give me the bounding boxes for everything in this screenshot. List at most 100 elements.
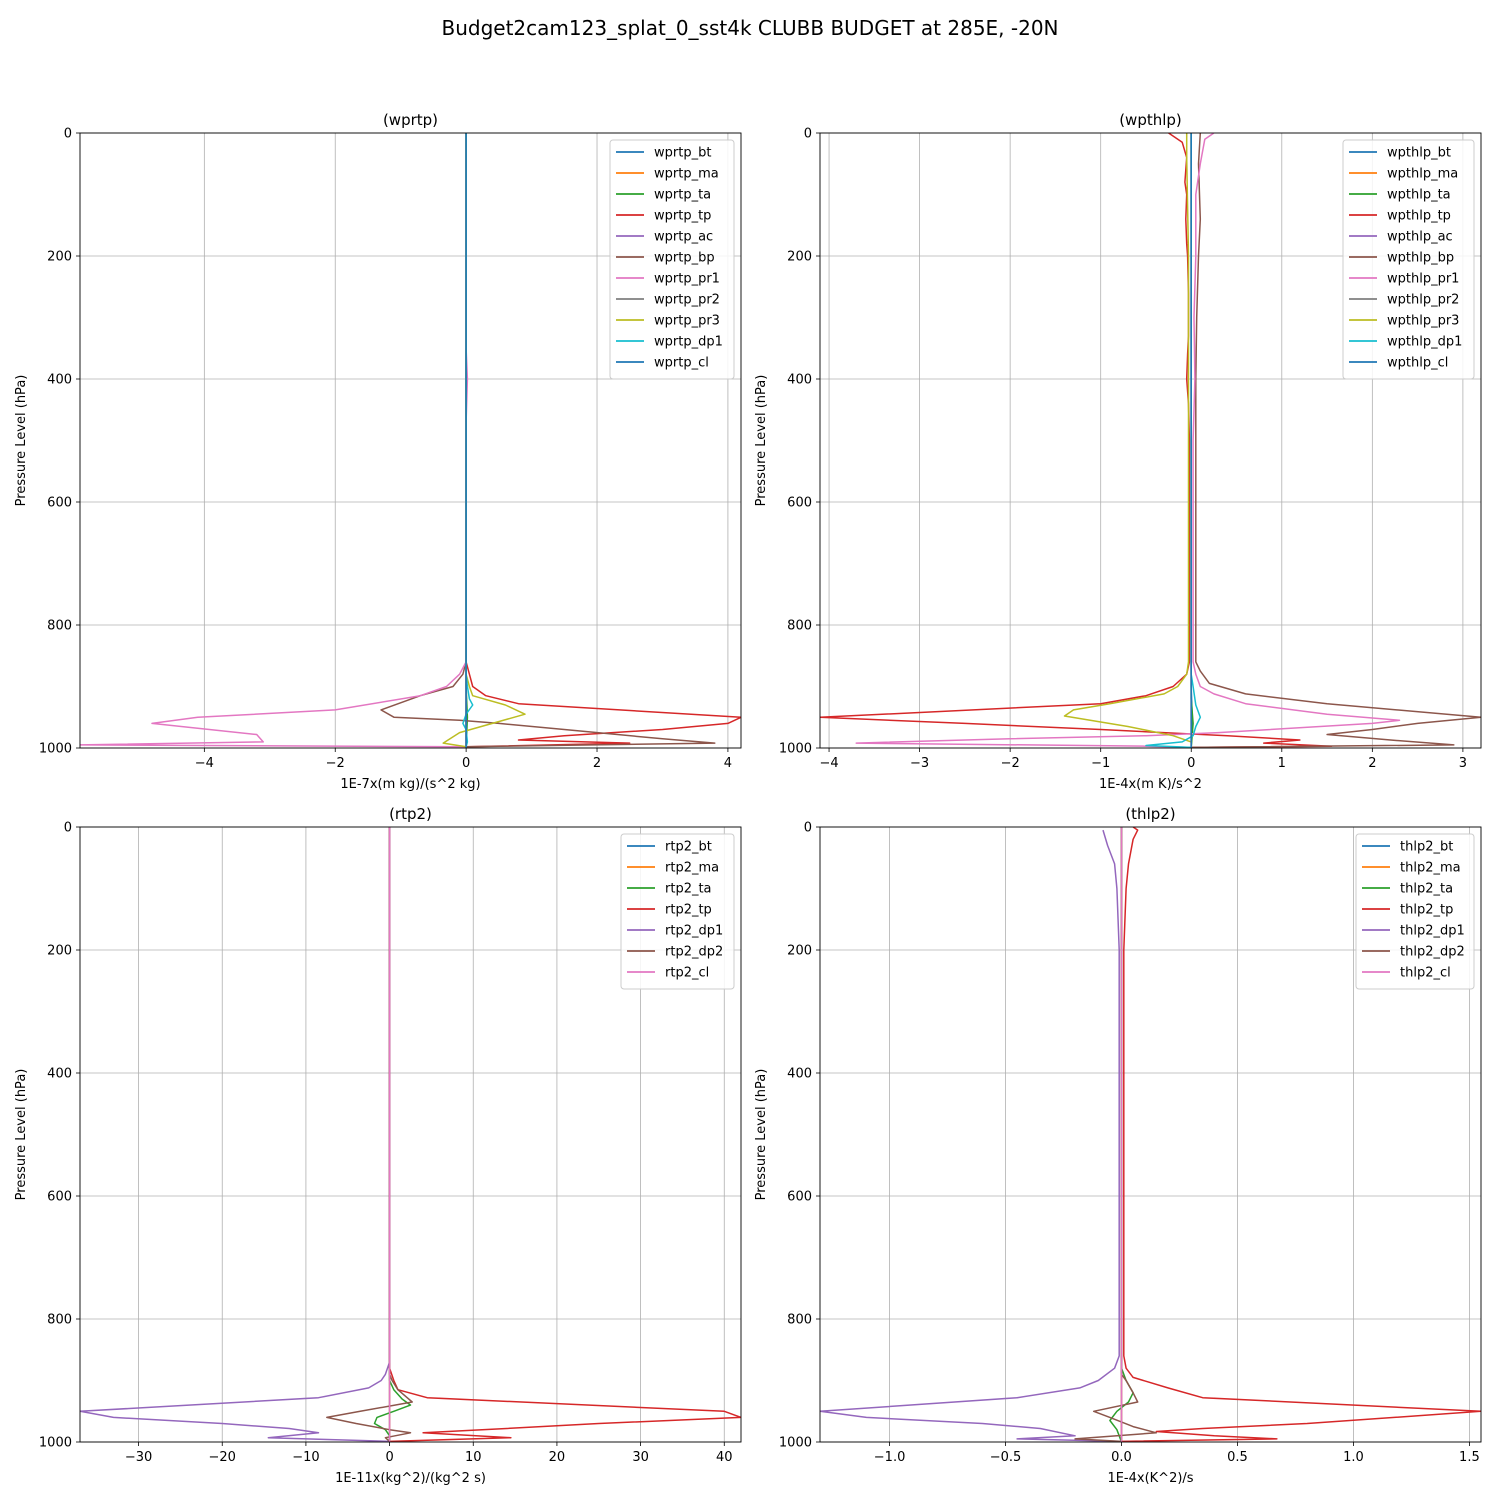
chart-3-xtick-label-1: −0.5: [990, 1450, 1022, 1465]
chart-2-xtick-label-2: −10: [292, 1450, 319, 1465]
chart-2-series-rtp2_ta: [373, 827, 412, 1442]
chart-1-frame: [819, 132, 1482, 749]
chart-1-xtick-label-0: −4: [819, 756, 838, 771]
chart-1-ytick-label-5: 1000: [779, 742, 812, 757]
chart-3-ytick-label-1: 200: [787, 944, 812, 959]
chart-2-xtick-label-7: 40: [716, 1450, 733, 1465]
chart-1-legend-label-10: wpthlp_cl: [1387, 356, 1448, 371]
chart-2-ytick-label-5: 1000: [39, 1436, 72, 1451]
chart-0-legend-label-8: wprtp_pr3: [654, 314, 720, 329]
chart-0-xtick-label-1: −2: [326, 756, 345, 771]
chart-2-ytick-label-2: 400: [47, 1067, 72, 1082]
chart-3-ytick-label-4: 800: [787, 1313, 812, 1328]
chart-1-legend-label-4: wpthlp_ac: [1387, 230, 1453, 245]
chart-0-legend-label-7: wprtp_pr2: [654, 293, 720, 308]
chart-1-series-wpthlp_bp: [1191, 133, 1481, 748]
chart-0-xtick-label-2: 0: [462, 756, 470, 771]
chart-0-series-wprtp_dp1: [462, 133, 474, 747]
chart-1-xtick-label-5: 1: [1278, 756, 1286, 771]
chart-2-frame: [79, 826, 742, 1443]
chart-3-ytick-label-5: 1000: [779, 1436, 812, 1451]
chart-0-ytick-label-0: 0: [64, 127, 72, 142]
chart-1-ytick-label-4: 800: [787, 619, 812, 634]
chart-0-ytick-label-2: 400: [47, 373, 72, 388]
chart-2-xtick-label-6: 30: [632, 1450, 649, 1465]
chart-2-xtick-label-4: 10: [465, 1450, 482, 1465]
chart-2-series-rtp2_dp2: [326, 827, 413, 1442]
chart-0-frame: [79, 132, 742, 749]
chart-3-series-thlp2_tp: [1121, 827, 1481, 1442]
chart-0-xtick-label-0: −4: [195, 756, 214, 771]
chart-1-legend-label-6: wpthlp_pr1: [1387, 272, 1459, 287]
chart-1-ytick-label-3: 600: [787, 496, 812, 511]
chart-2-legend-label-0: rtp2_bt: [665, 840, 712, 855]
chart-2-xtick-label-0: −30: [125, 1450, 152, 1465]
chart-0-ylabel: Pressure Level (hPa): [14, 375, 29, 507]
chart-0-xlabel: 1E-7x(m kg)/(s^2 kg): [340, 777, 480, 792]
chart-0-series-wprtp_ta: [465, 133, 469, 748]
chart-2-series-rtp2_dp1: [80, 827, 391, 1442]
chart-1-xtick-label-7: 3: [1459, 756, 1467, 771]
chart-1-legend-label-8: wpthlp_pr3: [1387, 314, 1459, 329]
chart-2-legend-label-3: rtp2_tp: [665, 903, 712, 918]
chart-2-legend-label-4: rtp2_dp1: [665, 924, 723, 939]
chart-1-legend-label-9: wpthlp_dp1: [1387, 335, 1462, 350]
chart-0-legend-label-1: wprtp_ma: [654, 167, 719, 182]
chart-3-title: (thlp2): [1125, 805, 1175, 823]
chart-1-series-wpthlp_pr1: [855, 133, 1401, 748]
chart-1-legend-label-5: wpthlp_bp: [1387, 251, 1454, 266]
chart-3-ytick-label-2: 400: [787, 1067, 812, 1082]
chart-0-series-wprtp_bp: [380, 133, 716, 748]
chart-3-xtick-label-4: 1.0: [1343, 1450, 1364, 1465]
chart-1-xtick-label-3: −1: [1091, 756, 1110, 771]
chart-1-series-group: [820, 133, 1481, 748]
chart-2-ylabel: Pressure Level (hPa): [14, 1069, 29, 1201]
chart-0-ytick-label-1: 200: [47, 250, 72, 265]
chart-0-xtick-label-4: 4: [724, 756, 732, 771]
chart-1-legend-label-2: wpthlp_ta: [1387, 188, 1451, 203]
chart-1-xtick-label-4: 0: [1187, 756, 1195, 771]
chart-0-series-wprtp_tp: [465, 133, 741, 748]
chart-1-series-wpthlp_dp1: [1145, 133, 1202, 748]
chart-1-ytick-label-2: 400: [787, 373, 812, 388]
chart-2-legend-label-2: rtp2_ta: [665, 882, 712, 897]
chart-0-xtick-label-3: 2: [593, 756, 601, 771]
chart-1-ylabel: Pressure Level (hPa): [754, 375, 769, 507]
chart-2-ytick-label-1: 200: [47, 944, 72, 959]
chart-2-ytick-label-3: 600: [47, 1190, 72, 1205]
chart-3-ylabel: Pressure Level (hPa): [754, 1069, 769, 1201]
chart-3-legend-label-6: thlp2_cl: [1400, 966, 1451, 981]
chart-0-legend-label-4: wprtp_ac: [654, 230, 713, 245]
chart-1-legend-label-3: wpthlp_tp: [1387, 209, 1451, 224]
chart-0-series-group: [80, 133, 741, 748]
chart-0-legend-label-6: wprtp_pr1: [654, 272, 720, 287]
chart-2-title: (rtp2): [389, 805, 432, 823]
chart-3-xtick-label-2: 0.0: [1111, 1450, 1132, 1465]
chart-1-series-wpthlp_ta: [1190, 133, 1194, 748]
chart-1-legend-label-1: wpthlp_ma: [1387, 167, 1458, 182]
chart-0-series-wprtp_pr1: [80, 133, 469, 748]
chart-0-legend: [609, 139, 735, 380]
chart-1-legend-label-7: wpthlp_pr2: [1387, 293, 1459, 308]
chart-0-legend-label-9: wprtp_dp1: [654, 335, 723, 350]
chart-1-xtick-label-1: −3: [910, 756, 929, 771]
chart-2-ytick-label-0: 0: [64, 821, 72, 836]
chart-2-ytick-label-4: 800: [47, 1313, 72, 1328]
chart-1-title: (wpthlp): [1119, 111, 1182, 129]
chart-1-xtick-label-2: −2: [1001, 756, 1020, 771]
chart-3-xtick-label-3: 0.5: [1227, 1450, 1248, 1465]
chart-1-series-wpthlp_bt: [1190, 133, 1193, 748]
chart-0-ytick-label-4: 800: [47, 619, 72, 634]
chart-3-series-group: [820, 827, 1481, 1442]
chart-1-xtick-label-6: 2: [1368, 756, 1376, 771]
figure-title: Budget2cam123_splat_0_sst4k CLUBB BUDGET…: [441, 16, 1059, 40]
chart-0-legend-label-2: wprtp_ta: [654, 188, 711, 203]
chart-2-xtick-label-1: −20: [209, 1450, 236, 1465]
chart-3-xtick-label-0: −1.0: [874, 1450, 906, 1465]
chart-3-legend-label-3: thlp2_tp: [1400, 903, 1453, 918]
chart-3-legend-label-1: thlp2_ma: [1400, 861, 1461, 876]
chart-3-legend-label-4: thlp2_dp1: [1400, 924, 1465, 939]
chart-2-xlabel: 1E-11x(kg^2)/(kg^2 s): [335, 1471, 486, 1486]
